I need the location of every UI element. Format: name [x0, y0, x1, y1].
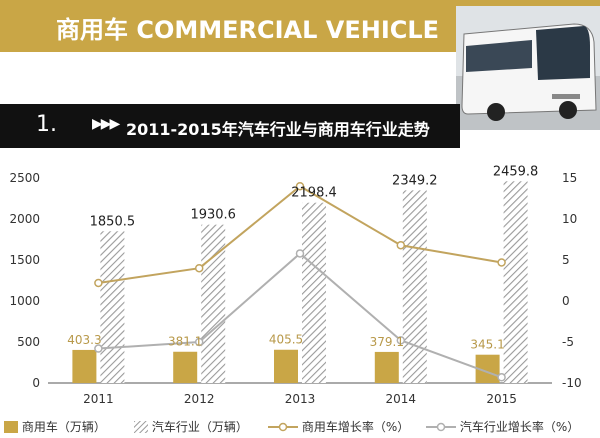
bus-photo [456, 6, 600, 130]
page-title: 商用车 COMMERCIAL VEHICLE [56, 16, 440, 44]
x-tick-label: 2011 [83, 392, 114, 406]
legend-label-auto-growth: 汽车行业增长率（%） [459, 420, 580, 434]
y2-tick-label: 0 [562, 294, 570, 308]
legend-label-cv-growth: 商用车增长率（%） [301, 420, 410, 434]
bar-commercial-vehicle [173, 351, 198, 383]
x-tick-label: 2012 [184, 392, 215, 406]
bar-auto-industry [201, 224, 226, 383]
bar-auto-industry [402, 190, 427, 383]
data-label-commercial-vehicle: 403.3 [67, 333, 101, 347]
point-cv-growth [295, 181, 305, 191]
y2-tick-label: 5 [562, 253, 570, 267]
section-title: 2011-2015年汽车行业与商用车行业走势 [126, 120, 430, 139]
y-tick-label: 2500 [9, 171, 40, 185]
legend-swatch-auto [134, 421, 148, 433]
bar-commercial-vehicle [274, 349, 298, 383]
point-cv-growth [497, 258, 506, 267]
y-tick-label: 0 [32, 376, 40, 390]
data-label-auto-industry: 2459.8 [493, 164, 539, 179]
point-auto-growth [396, 336, 406, 345]
legend-label-cv: 商用车（万辆） [21, 420, 106, 434]
bar-auto-industry [503, 181, 528, 383]
y-tick-label: 1500 [9, 253, 40, 267]
x-tick-label: 2013 [285, 392, 316, 406]
legend-item-auto: 汽车行业（万辆） [134, 418, 248, 435]
y-tick-label: 1000 [9, 294, 40, 308]
point-cv-growth [396, 240, 406, 250]
legend-swatch-cv-growth [268, 422, 298, 432]
legend-item-auto-growth: 汽车行业增长率（%） [426, 418, 579, 435]
data-label-commercial-vehicle: 379.1 [370, 335, 404, 349]
bar-auto-industry [100, 231, 125, 383]
data-label-commercial-vehicle: 405.5 [269, 333, 303, 347]
section-arrows-icon: ▶▶▶ [92, 116, 120, 132]
chart-legend: 商用车（万辆） 汽车行业（万辆） 商用车增长率（%） 汽车行业增长率（%） [0, 408, 600, 438]
y2-tick-label: 15 [562, 171, 577, 185]
data-label-auto-industry: 1930.6 [190, 208, 236, 223]
legend-swatch-auto-growth [426, 422, 456, 432]
data-label-auto-industry: 2198.4 [291, 186, 337, 201]
point-auto-growth [295, 249, 305, 258]
y2-tick-label: -5 [562, 335, 574, 349]
y-tick-label: 500 [17, 335, 40, 349]
section-title-bar: 1. ▶▶▶ 2011-2015年汽车行业与商用车行业走势 [0, 104, 460, 148]
point-auto-growth [94, 344, 103, 353]
point-cv-growth [194, 263, 204, 273]
x-tick-label: 2015 [486, 392, 517, 406]
section-number: 1. [36, 112, 57, 137]
bar-commercial-vehicle [72, 349, 97, 383]
legend-swatch-cv [4, 421, 18, 433]
point-cv-growth [94, 278, 103, 288]
chart: 0 500 1000 1500 2000 2500 -10 -5 0 5 10 15 2011 2012 2… [9, 164, 582, 406]
point-auto-growth [194, 337, 204, 347]
data-label-auto-industry: 1850.5 [90, 214, 136, 229]
y-tick-label: 2000 [9, 212, 40, 226]
y2-tick-label: -10 [562, 376, 582, 390]
point-auto-growth [497, 373, 506, 382]
legend-label-auto: 汽车行业（万辆） [151, 420, 248, 434]
legend-item-cv-growth: 商用车增长率（%） [268, 418, 409, 435]
y2-tick-label: 10 [562, 212, 577, 226]
bar-commercial-vehicle [374, 351, 399, 383]
bar-auto-industry [302, 202, 326, 383]
line-auto-growth [98, 252, 502, 379]
data-label-auto-industry: 2349.2 [392, 173, 438, 188]
x-tick-label: 2014 [386, 392, 417, 406]
legend-item-cv: 商用车（万辆） [4, 418, 106, 435]
data-label-commercial-vehicle: 345.1 [470, 338, 504, 352]
data-label-commercial-vehicle: 381.1 [168, 335, 202, 349]
